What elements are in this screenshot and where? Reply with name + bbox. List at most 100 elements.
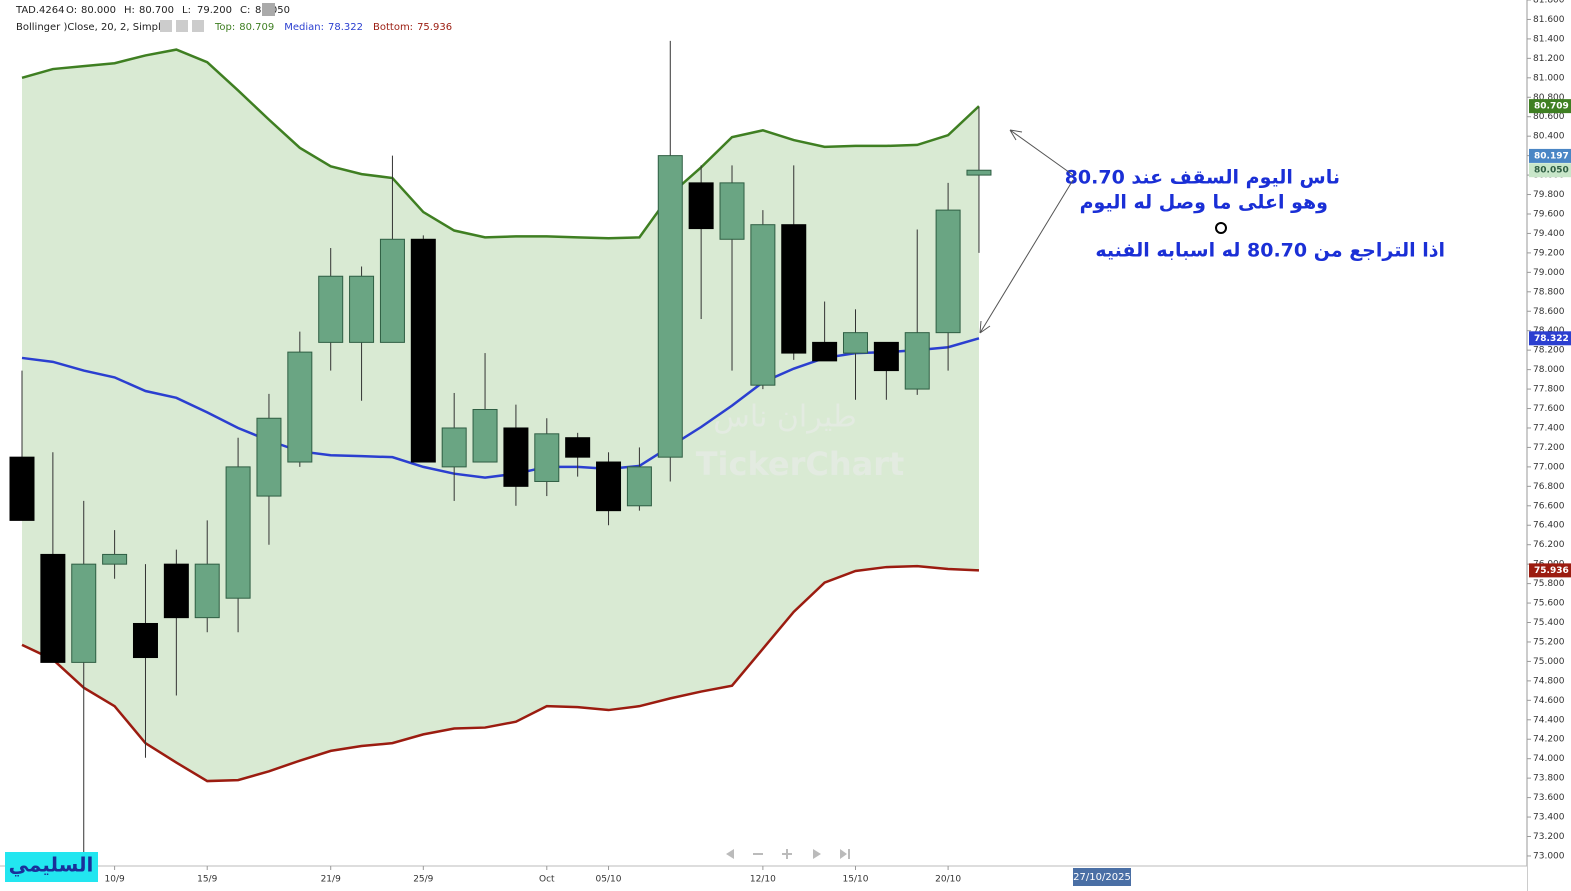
- annotation: ناس اليوم السقف عند 80.70: [1065, 167, 1340, 189]
- ohlc-name: H:: [124, 5, 135, 16]
- candle-body: [565, 437, 591, 458]
- candle-body: [9, 456, 35, 521]
- y-tick-label: 77.200: [1533, 443, 1565, 453]
- y-tick-label: 78.000: [1533, 365, 1565, 375]
- y-tick-label: 79.200: [1533, 248, 1565, 258]
- ohlc-value: 79.200: [197, 5, 232, 16]
- candle-body: [781, 224, 807, 354]
- symbol: TAD.4264: [15, 5, 65, 16]
- y-tick-label: 74.800: [1533, 676, 1565, 686]
- y-tick-label: 78.400: [1533, 326, 1565, 336]
- legend-name: Top:: [214, 22, 235, 33]
- x-tick-label: 15/9: [197, 875, 217, 885]
- legend-value: 75.936: [417, 22, 452, 33]
- price-tag-label: 80.197: [1534, 151, 1569, 161]
- indicator-line: [21, 564, 980, 783]
- annotation: اذا التراجع من 80.70 له اسبابه الفنيه: [1095, 240, 1445, 262]
- nav-right[interactable]: [813, 849, 821, 859]
- y-tick-label: 77.400: [1533, 423, 1565, 433]
- y-tick-label: 80.400: [1533, 132, 1565, 142]
- y-tick-label: 81.800: [1533, 0, 1565, 6]
- y-tick-label: 76.600: [1533, 501, 1565, 511]
- candle-body: [318, 275, 344, 343]
- candle-body: [534, 433, 560, 482]
- y-tick-label: 78.200: [1533, 346, 1565, 356]
- x-tick-label: 21/9: [321, 875, 341, 885]
- watermark: طيران ناس: [713, 400, 857, 435]
- y-tick-label: 81.600: [1533, 15, 1565, 25]
- candle-body: [349, 275, 375, 343]
- price-tag: [1529, 99, 1571, 114]
- nav-end[interactable]: [840, 849, 850, 859]
- y-tick-label: 75.600: [1533, 599, 1565, 609]
- price-tag-label: 78.322: [1534, 334, 1569, 344]
- candle-body: [812, 341, 838, 362]
- cursor-date: 27/10/2025: [1073, 872, 1131, 883]
- nav-left[interactable]: [726, 849, 734, 859]
- x-tick-label: 12/10: [750, 875, 776, 885]
- ohlc-value: 80.000: [81, 5, 116, 16]
- indicator-button[interactable]: [160, 20, 172, 32]
- y-tick-label: 77.000: [1533, 462, 1565, 472]
- y-tick-label: 73.800: [1533, 774, 1565, 784]
- indicator-legend: Top: 80.709 Median: 78.322 Bottom: 75.936: [214, 22, 452, 33]
- y-tick-label: 80.800: [1533, 93, 1565, 103]
- candle-body: [904, 332, 930, 390]
- y-tick-label: 76.200: [1533, 540, 1565, 550]
- y-tick-label: 75.400: [1533, 618, 1565, 628]
- x-tick-label: 15/10: [843, 875, 869, 885]
- legend-value: 80.709: [239, 22, 274, 33]
- candle-body: [503, 427, 529, 487]
- x-tick-label: Oct: [539, 875, 555, 885]
- legend-name: Bottom:: [373, 22, 413, 33]
- candle-body: [132, 622, 158, 659]
- y-tick-label: 79.800: [1533, 190, 1565, 200]
- y-tick-label: 79.600: [1533, 209, 1565, 219]
- y-tick-label: 76.400: [1533, 521, 1565, 531]
- y-tick-label: 75.000: [1533, 657, 1565, 667]
- y-tick-label: 81.000: [1533, 73, 1565, 83]
- candle-body: [256, 417, 282, 497]
- candle-body: [410, 238, 436, 463]
- annotation-marker: [1215, 222, 1227, 234]
- x-tick-label: 25/9: [413, 875, 433, 885]
- price-tag: [1529, 148, 1571, 163]
- author: السليمي: [9, 853, 94, 878]
- candle-body: [194, 563, 220, 619]
- nav-controls[interactable]: [726, 849, 850, 859]
- y-tick-label: 77.600: [1533, 404, 1565, 414]
- y-tick-label: 79.400: [1533, 229, 1565, 239]
- price-tag: [1529, 331, 1571, 346]
- author-box: [5, 852, 98, 882]
- ohlc-name: L:: [182, 5, 191, 16]
- indicator-line: [21, 48, 980, 240]
- candle-body: [688, 182, 714, 230]
- indicator-button[interactable]: [176, 20, 188, 32]
- indicator-button[interactable]: [192, 20, 204, 32]
- marks: [9, 40, 992, 881]
- x-tick-label: 20/10: [935, 875, 961, 885]
- nav-zoom-out[interactable]: [753, 853, 763, 855]
- cursor-date-box: [1073, 868, 1131, 886]
- candle-body: [626, 466, 652, 507]
- arrow: [1009, 129, 1074, 176]
- y-tick-label: 80.600: [1533, 112, 1565, 122]
- nav-zoom-in[interactable]: [782, 849, 792, 859]
- candle-body: [102, 553, 128, 565]
- candle-body: [472, 408, 498, 463]
- y-tick-label: 74.000: [1533, 754, 1565, 764]
- candle-body: [966, 169, 992, 176]
- candle-body: [596, 461, 622, 512]
- legend-value: 78.322: [328, 22, 363, 33]
- legend-name: Median:: [284, 22, 324, 33]
- y-tick-label: 81.200: [1533, 54, 1565, 64]
- header-button[interactable]: [262, 3, 275, 16]
- indicator-label: Bollinger )Close, 20, 2, Simple(: [16, 22, 171, 33]
- y-tick-label: 73.600: [1533, 793, 1565, 803]
- price-tag-label: 75.936: [1534, 566, 1569, 576]
- y-tick-label: 74.200: [1533, 735, 1565, 745]
- y-tick-label: 73.400: [1533, 813, 1565, 823]
- candle-body: [225, 466, 251, 599]
- y-tick-label: 79.000: [1533, 268, 1565, 278]
